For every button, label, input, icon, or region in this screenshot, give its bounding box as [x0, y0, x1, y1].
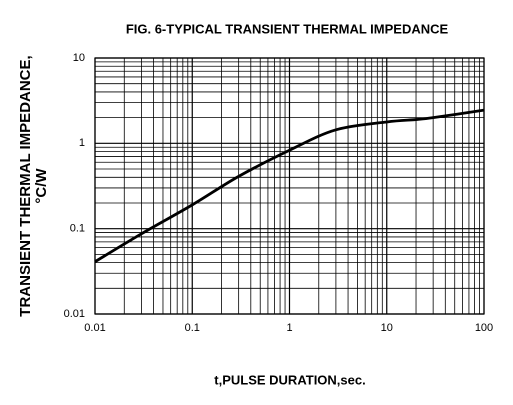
y-tick-label: 1 [79, 137, 85, 149]
y-axis-unit: °C/W [33, 168, 50, 204]
plot-frame [94, 57, 485, 315]
chart-title: FIG. 6-TYPICAL TRANSIENT THERMAL IMPEDAN… [126, 21, 449, 36]
x-tick-label: 0.01 [84, 322, 105, 334]
x-tick-label: 10 [381, 322, 393, 334]
y-tick-label: 0.1 [70, 223, 85, 235]
y-tick-label: 10 [73, 52, 85, 64]
x-axis-label: t,PULSE DURATION,sec. [214, 372, 365, 387]
x-tick-label: 0.1 [185, 322, 200, 334]
y-axis-label: TRANSIENT THERMAL IMPEDANCE, [17, 55, 34, 316]
y-tick-label: 0.01 [64, 308, 85, 320]
x-tick-label: 100 [475, 322, 493, 334]
impedance-curve [94, 108, 485, 263]
x-tick-label: 1 [286, 322, 292, 334]
